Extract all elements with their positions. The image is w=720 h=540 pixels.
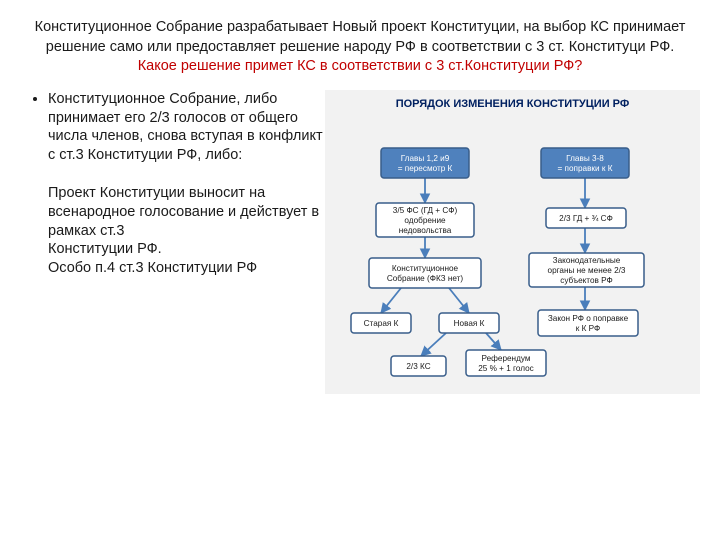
flow-node-label: одобрение <box>404 216 446 225</box>
flowchart-panel: ПОРЯДОК ИЗМЕНЕНИЯ КОНСТИТУЦИИ РФ Главы 1… <box>325 90 700 394</box>
flow-node <box>381 148 469 178</box>
flow-node-label: Референдум <box>482 354 531 363</box>
flow-node-label: органы не менее 2/3 <box>548 266 626 275</box>
flow-node-label: = поправки к К <box>558 164 613 173</box>
title-main: Конституционное Собрание разрабатывает Н… <box>35 19 686 55</box>
flow-node-label: Старая К <box>364 319 399 328</box>
content-area: Конституционное Собрание, либо принимает… <box>0 85 720 394</box>
flow-node-label: Новая К <box>454 319 485 328</box>
flow-node-label: = пересмотр К <box>398 164 453 173</box>
flowchart-svg: Главы 1,2 и9= пересмотр К Главы 3-8= попр… <box>331 118 671 388</box>
flow-node-label: Закон РФ о поправке <box>548 314 629 323</box>
title-question: Какое решение примет КС в соответствии с… <box>138 58 583 74</box>
bullet-item: Конституционное Собрание, либо принимает… <box>48 90 325 278</box>
flow-node <box>369 258 481 288</box>
bullet-p2: Проект Конституции выносит на всенародно… <box>48 185 319 239</box>
bullet-p1: Конституционное Собрание, либо принимает… <box>48 91 323 164</box>
flow-node-label: 3/5 ФС (ГД + СФ) <box>393 206 458 215</box>
flow-node-label: субъектов РФ <box>560 276 612 285</box>
flow-node-label: недовольства <box>399 226 452 235</box>
flow-node-label: Главы 3-8 <box>566 154 604 163</box>
flow-node-label: Законодательные <box>553 256 621 265</box>
slide-title: Конституционное Собрание разрабатывает Н… <box>0 0 720 85</box>
bullet-p3: Конституции РФ. <box>48 241 162 257</box>
flow-node-label: 2/3 ГД + ¾ СФ <box>559 214 613 223</box>
bullet-column: Конституционное Собрание, либо принимает… <box>30 90 325 394</box>
flowchart-heading: ПОРЯДОК ИЗМЕНЕНИЯ КОНСТИТУЦИИ РФ <box>331 98 694 110</box>
bullet-p4: Особо п.4 ст.3 Конституции РФ <box>48 260 257 276</box>
flow-node-label: Конституционное <box>392 264 459 273</box>
flow-node-label: Главы 1,2 и9 <box>401 154 450 163</box>
flow-node-label: Собрание (ФКЗ нет) <box>387 274 464 283</box>
flow-node <box>541 148 629 178</box>
flow-node-label: 25 % + 1 голос <box>478 364 534 373</box>
flow-node-label: к К РФ <box>576 324 601 333</box>
flow-node-label: 2/3 КС <box>406 362 430 371</box>
